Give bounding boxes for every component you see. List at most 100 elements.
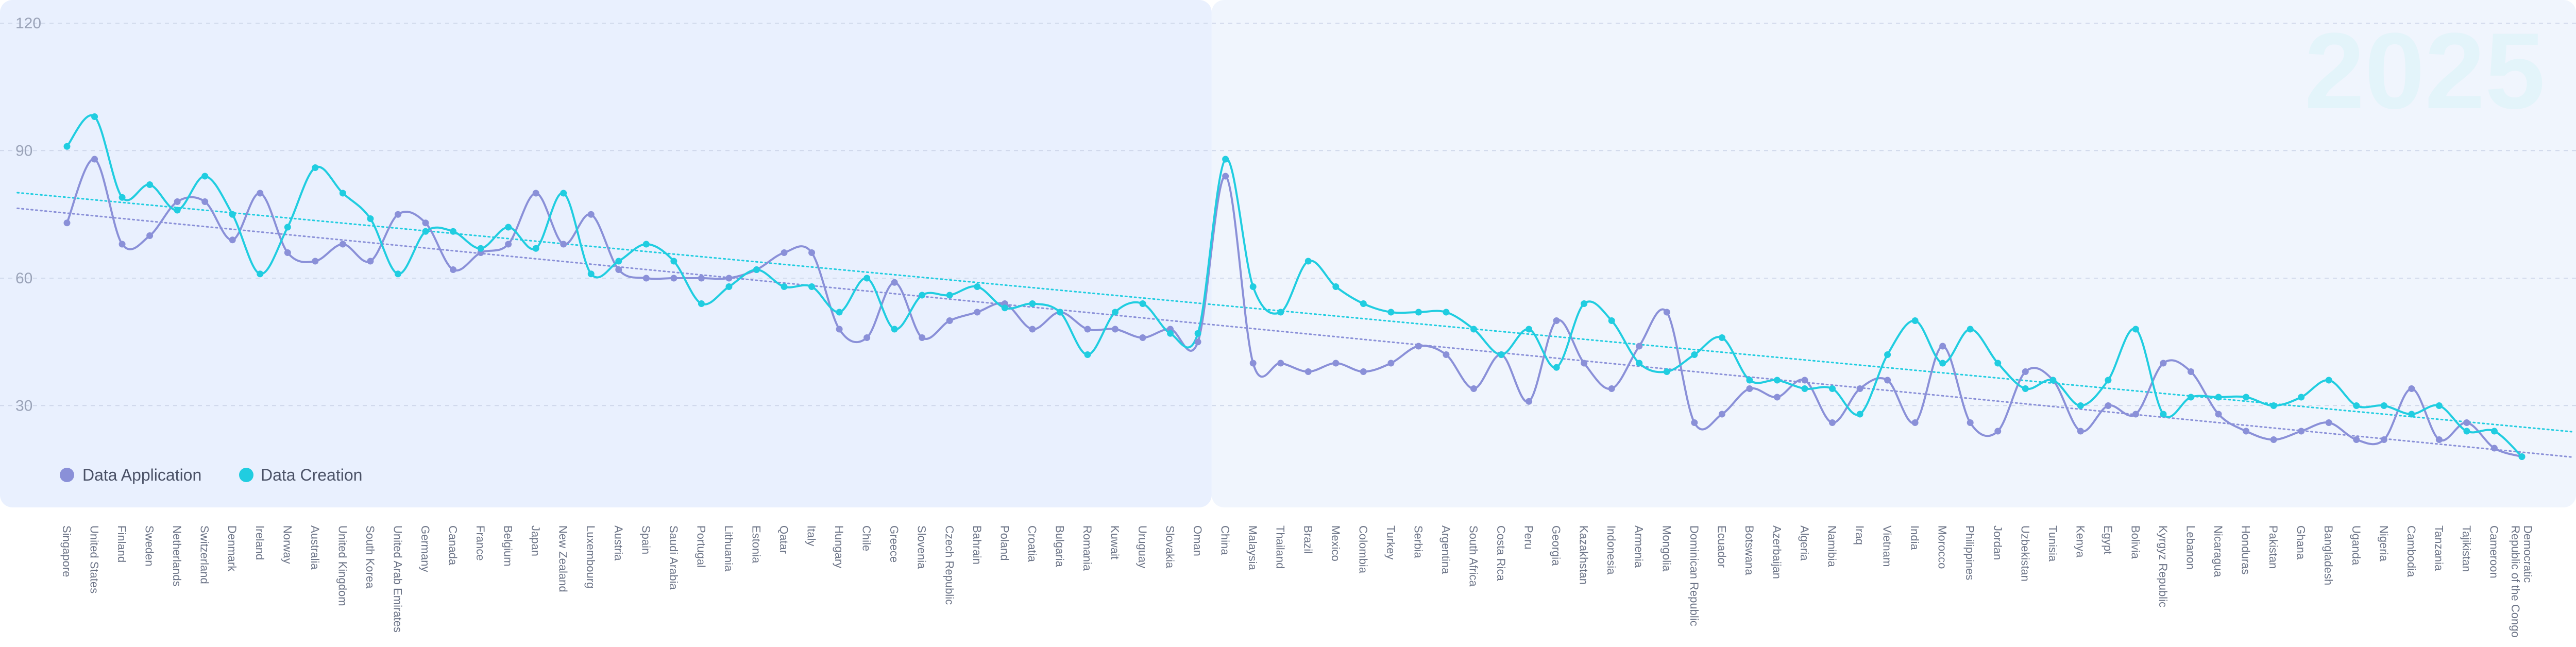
point-data-creation-spain[interactable] bbox=[642, 241, 650, 248]
point-data-application-philippines[interactable] bbox=[1967, 419, 1974, 426]
point-data-application-uruguay[interactable] bbox=[1139, 334, 1146, 341]
point-data-application-ghana[interactable] bbox=[2298, 428, 2305, 435]
point-data-application-bahrain[interactable] bbox=[974, 309, 981, 316]
point-data-application-united-arab-emirates[interactable] bbox=[394, 211, 401, 218]
point-data-application-dominican-republic[interactable] bbox=[1691, 419, 1698, 426]
point-data-application-south-korea[interactable] bbox=[367, 258, 374, 265]
point-data-creation-mongolia[interactable] bbox=[1663, 368, 1670, 375]
point-data-creation-ireland[interactable] bbox=[257, 270, 264, 278]
point-data-creation-australia[interactable] bbox=[312, 164, 319, 171]
point-data-application-united-kingdom[interactable] bbox=[339, 241, 346, 248]
point-data-creation-south-korea[interactable] bbox=[367, 215, 374, 222]
point-data-application-lithuania[interactable] bbox=[725, 275, 733, 282]
point-data-application-mongolia[interactable] bbox=[1663, 309, 1670, 316]
point-data-creation-luxembourg[interactable] bbox=[587, 270, 595, 278]
point-data-creation-morocco[interactable] bbox=[1939, 360, 1946, 367]
point-data-creation-tanzania[interactable] bbox=[2435, 402, 2443, 409]
point-data-creation-canada[interactable] bbox=[450, 228, 457, 235]
point-data-application-armenia[interactable] bbox=[1636, 343, 1643, 350]
point-data-application-azerbaijan[interactable] bbox=[1773, 394, 1781, 401]
point-data-creation-japan[interactable] bbox=[532, 245, 539, 252]
point-data-application-argentina[interactable] bbox=[1443, 351, 1450, 358]
point-data-creation-thailand[interactable] bbox=[1277, 309, 1284, 316]
point-data-creation-iraq[interactable] bbox=[1856, 411, 1863, 418]
point-data-application-morocco[interactable] bbox=[1939, 343, 1946, 350]
point-data-application-jordan[interactable] bbox=[1994, 428, 2002, 435]
point-data-creation-bulgaria[interactable] bbox=[1056, 309, 1063, 316]
point-data-creation-lithuania[interactable] bbox=[725, 283, 733, 290]
point-data-creation-austria[interactable] bbox=[615, 258, 622, 265]
point-data-creation-uruguay[interactable] bbox=[1139, 300, 1146, 307]
point-data-creation-hungary[interactable] bbox=[836, 309, 843, 316]
point-data-creation-united-kingdom[interactable] bbox=[339, 190, 346, 197]
point-data-creation-colombia[interactable] bbox=[1360, 300, 1367, 307]
point-data-creation-indonesia[interactable] bbox=[1608, 317, 1615, 324]
point-data-application-ecuador[interactable] bbox=[1718, 411, 1725, 418]
point-data-application-kyrgyz-republic[interactable] bbox=[2160, 360, 2167, 367]
point-data-application-iraq[interactable] bbox=[1856, 385, 1863, 392]
point-data-application-czech-republic[interactable] bbox=[946, 317, 953, 324]
point-data-application-thailand[interactable] bbox=[1277, 360, 1284, 367]
point-data-application-nicaragua[interactable] bbox=[2215, 411, 2222, 418]
point-data-application-germany[interactable] bbox=[422, 219, 429, 227]
point-data-application-spain[interactable] bbox=[642, 275, 650, 282]
point-data-creation-belgium[interactable] bbox=[505, 224, 512, 231]
point-data-creation-peru[interactable] bbox=[1526, 326, 1533, 333]
point-data-application-austria[interactable] bbox=[615, 266, 622, 273]
point-data-creation-egypt[interactable] bbox=[2105, 377, 2112, 384]
point-data-application-netherlands[interactable] bbox=[174, 198, 181, 205]
point-data-application-tajikistan[interactable] bbox=[2463, 419, 2470, 426]
point-data-creation-tunisia[interactable] bbox=[2049, 377, 2057, 384]
point-data-creation-kuwait[interactable] bbox=[1111, 309, 1118, 316]
point-data-application-colombia[interactable] bbox=[1360, 368, 1367, 375]
point-data-application-algeria[interactable] bbox=[1801, 377, 1808, 384]
point-data-application-nigeria[interactable] bbox=[2380, 436, 2387, 443]
point-data-creation-lebanon[interactable] bbox=[2188, 394, 2195, 401]
point-data-application-malaysia[interactable] bbox=[1249, 360, 1257, 367]
point-data-creation-norway[interactable] bbox=[284, 224, 291, 231]
point-data-application-singapore[interactable] bbox=[63, 219, 71, 227]
point-data-creation-bangladesh[interactable] bbox=[2325, 377, 2332, 384]
point-data-application-australia[interactable] bbox=[312, 258, 319, 265]
point-data-creation-cambodia[interactable] bbox=[2408, 411, 2415, 418]
point-data-application-portugal[interactable] bbox=[698, 275, 705, 282]
point-data-application-canada[interactable] bbox=[450, 266, 457, 273]
point-data-application-qatar[interactable] bbox=[781, 249, 788, 256]
point-data-application-vietnam[interactable] bbox=[1884, 377, 1891, 384]
point-data-creation-tajikistan[interactable] bbox=[2463, 428, 2470, 435]
point-data-creation-philippines[interactable] bbox=[1967, 326, 1974, 333]
point-data-application-norway[interactable] bbox=[284, 249, 291, 256]
point-data-creation-nicaragua[interactable] bbox=[2215, 394, 2222, 401]
point-data-application-uzbekistan[interactable] bbox=[2022, 368, 2029, 375]
point-data-application-kazakhstan[interactable] bbox=[1581, 360, 1588, 367]
point-data-creation-cameroon[interactable] bbox=[2490, 428, 2498, 435]
legend-item-data-application[interactable]: Data Application bbox=[60, 466, 201, 484]
point-data-creation-germany[interactable] bbox=[422, 228, 429, 235]
point-data-application-tanzania[interactable] bbox=[2435, 436, 2443, 443]
point-data-application-egypt[interactable] bbox=[2105, 402, 2112, 409]
point-data-application-brazil[interactable] bbox=[1304, 368, 1312, 375]
point-data-creation-saudi-arabia[interactable] bbox=[670, 258, 677, 265]
point-data-creation-denmark[interactable] bbox=[229, 211, 236, 218]
point-data-application-cameroon[interactable] bbox=[2490, 445, 2498, 452]
point-data-application-italy[interactable] bbox=[808, 249, 816, 256]
point-data-application-united-states[interactable] bbox=[91, 156, 98, 163]
point-data-creation-greece[interactable] bbox=[891, 326, 898, 333]
point-data-application-sweden[interactable] bbox=[146, 232, 154, 239]
point-data-creation-turkey[interactable] bbox=[1387, 309, 1395, 316]
point-data-creation-sweden[interactable] bbox=[146, 181, 154, 188]
point-data-creation-dominican-republic[interactable] bbox=[1691, 351, 1698, 358]
point-data-creation-poland[interactable] bbox=[1001, 304, 1008, 312]
point-data-application-serbia[interactable] bbox=[1415, 343, 1422, 350]
point-data-creation-honduras[interactable] bbox=[2243, 394, 2250, 401]
point-data-creation-kenya[interactable] bbox=[2077, 402, 2084, 409]
point-data-creation-ghana[interactable] bbox=[2298, 394, 2305, 401]
point-data-creation-ecuador[interactable] bbox=[1718, 334, 1725, 341]
point-data-application-india[interactable] bbox=[1911, 419, 1919, 426]
point-data-creation-nigeria[interactable] bbox=[2380, 402, 2387, 409]
point-data-creation-pakistan[interactable] bbox=[2270, 402, 2277, 409]
point-data-creation-portugal[interactable] bbox=[698, 300, 705, 307]
point-data-application-ireland[interactable] bbox=[257, 190, 264, 197]
point-data-application-bolivia[interactable] bbox=[2132, 411, 2139, 418]
point-data-application-chile[interactable] bbox=[863, 334, 871, 341]
